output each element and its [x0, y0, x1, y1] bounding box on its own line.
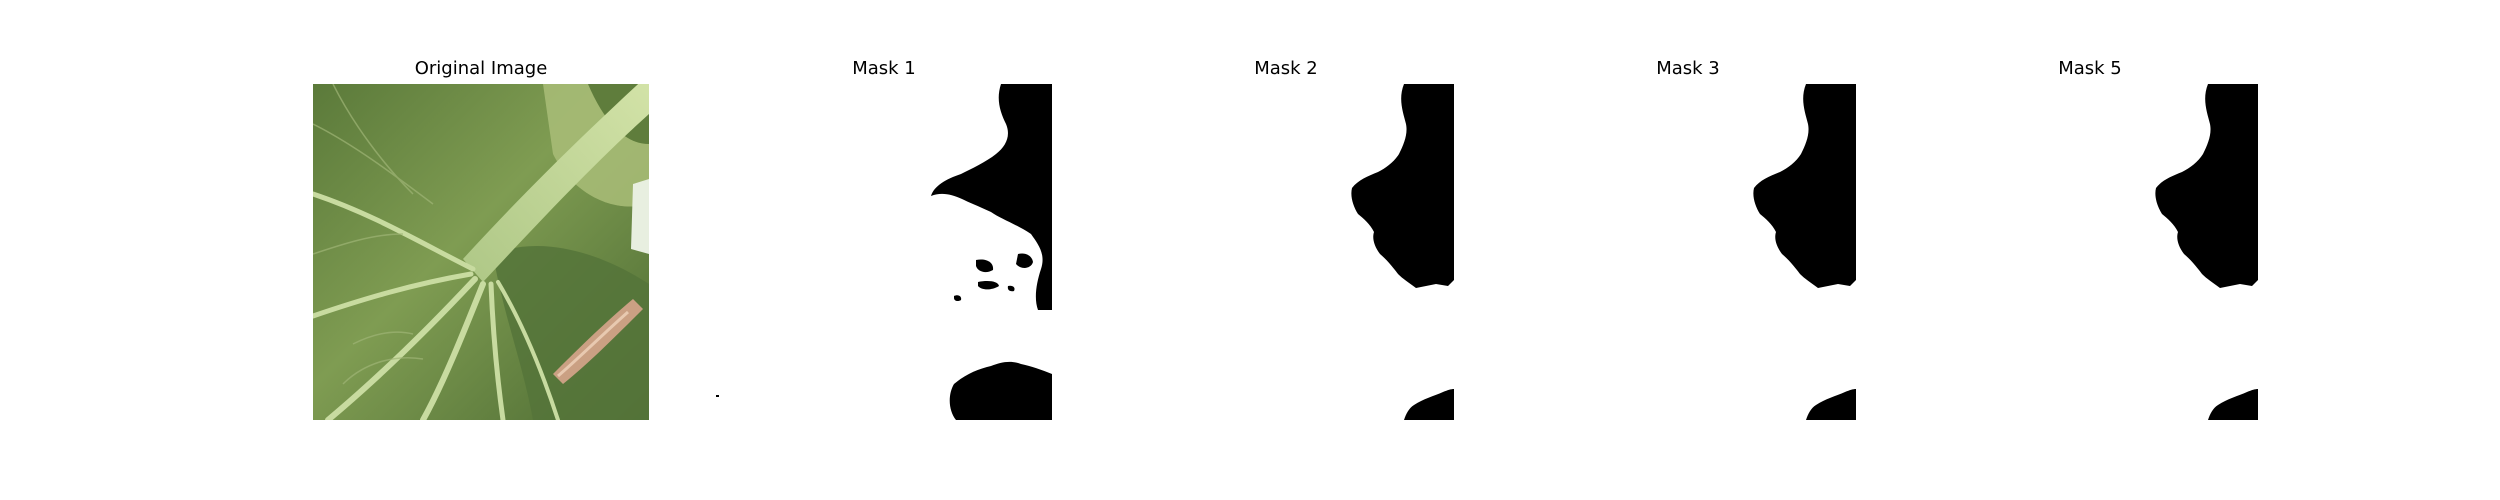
panel-title-mask-1: Mask 1	[852, 58, 916, 79]
mask-2	[1118, 84, 1454, 420]
mask-1-image	[716, 84, 1052, 420]
mask-5	[1922, 84, 2258, 420]
panel-title-original-image: Original Image	[414, 58, 548, 79]
mask-3	[1520, 84, 1856, 420]
panel-title-mask-5: Mask 5	[2058, 58, 2122, 79]
mask-3-image	[1520, 84, 1856, 420]
panel-title-mask-3: Mask 3	[1656, 58, 1720, 79]
original-image	[313, 84, 649, 420]
leaf-photo	[313, 84, 649, 420]
mask-1	[716, 84, 1052, 420]
mask-5-image	[1922, 84, 2258, 420]
mask-2-image	[1118, 84, 1454, 420]
panel-title-mask-2: Mask 2	[1254, 58, 1318, 79]
